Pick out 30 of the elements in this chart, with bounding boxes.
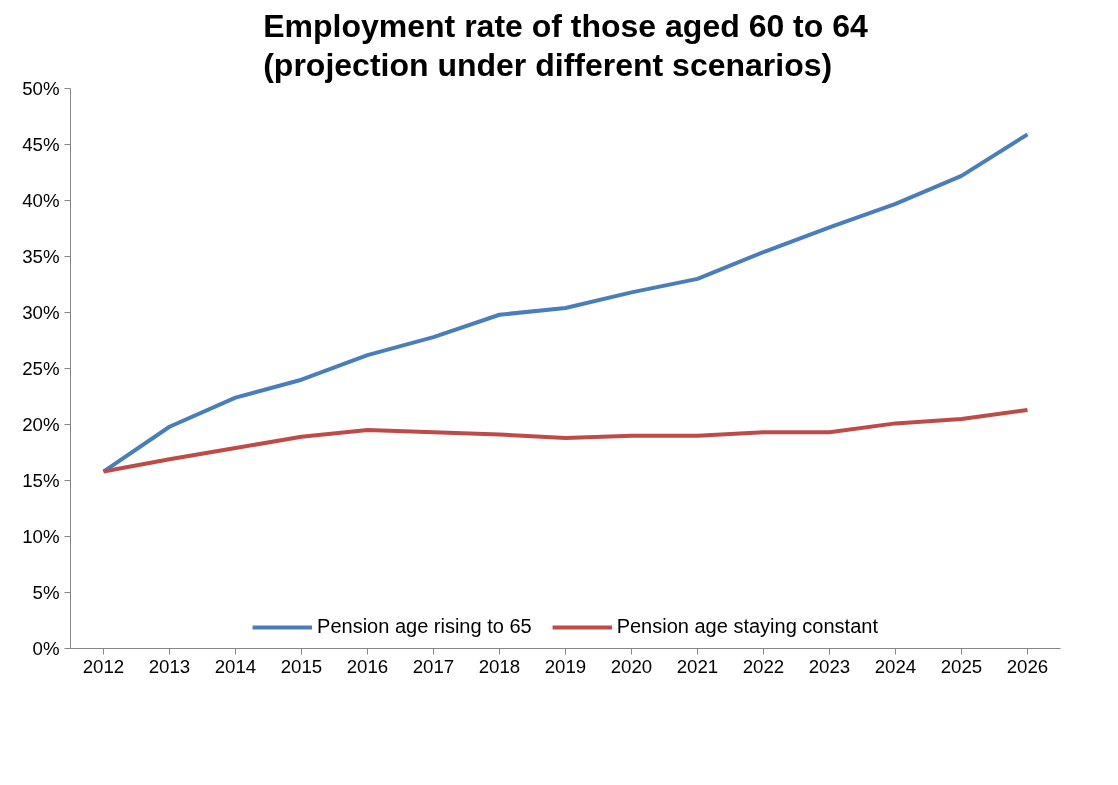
y-tick-label: 30%: [22, 302, 60, 323]
x-tick-label: 2025: [940, 655, 983, 677]
x-tick-label: 2019: [544, 655, 587, 677]
x-tick-label: 2014: [214, 655, 257, 677]
x-tick-label: 2022: [742, 655, 785, 677]
legend-label: Pension age staying constant: [616, 615, 878, 638]
x-tick-label: 2024: [874, 655, 917, 677]
x-tick-label: 2023: [808, 655, 851, 677]
y-tick-label: 25%: [22, 358, 60, 379]
y-tick-label: 5%: [32, 582, 60, 603]
x-tick-label: 2021: [676, 655, 719, 677]
y-tick-label: 10%: [22, 526, 60, 547]
x-tick-label: 2016: [346, 655, 389, 677]
x-tick-label: 2012: [82, 655, 125, 677]
y-tick-label: 20%: [22, 414, 60, 435]
x-tick-label: 2020: [610, 655, 653, 677]
x-tick-label: 2015: [280, 655, 323, 677]
x-tick-label: 2017: [412, 655, 455, 677]
x-tick-label: 2013: [148, 655, 191, 677]
y-tick-label: 0%: [32, 638, 60, 659]
y-tick-label: 15%: [22, 470, 60, 491]
x-tick-label: 2018: [478, 655, 521, 677]
chart-title: Employment rate of those aged 60 to 64 (projection under different scenarios): [263, 7, 868, 84]
y-tick-label: 35%: [22, 246, 60, 267]
x-tick-label: 2026: [1006, 655, 1049, 677]
legend-label: Pension age rising to 65: [317, 615, 532, 638]
y-tick-label: 50%: [22, 78, 60, 99]
line-series: [101, 407, 1030, 474]
y-tick-label: 40%: [22, 190, 60, 211]
y-tick-label: 45%: [22, 134, 60, 155]
